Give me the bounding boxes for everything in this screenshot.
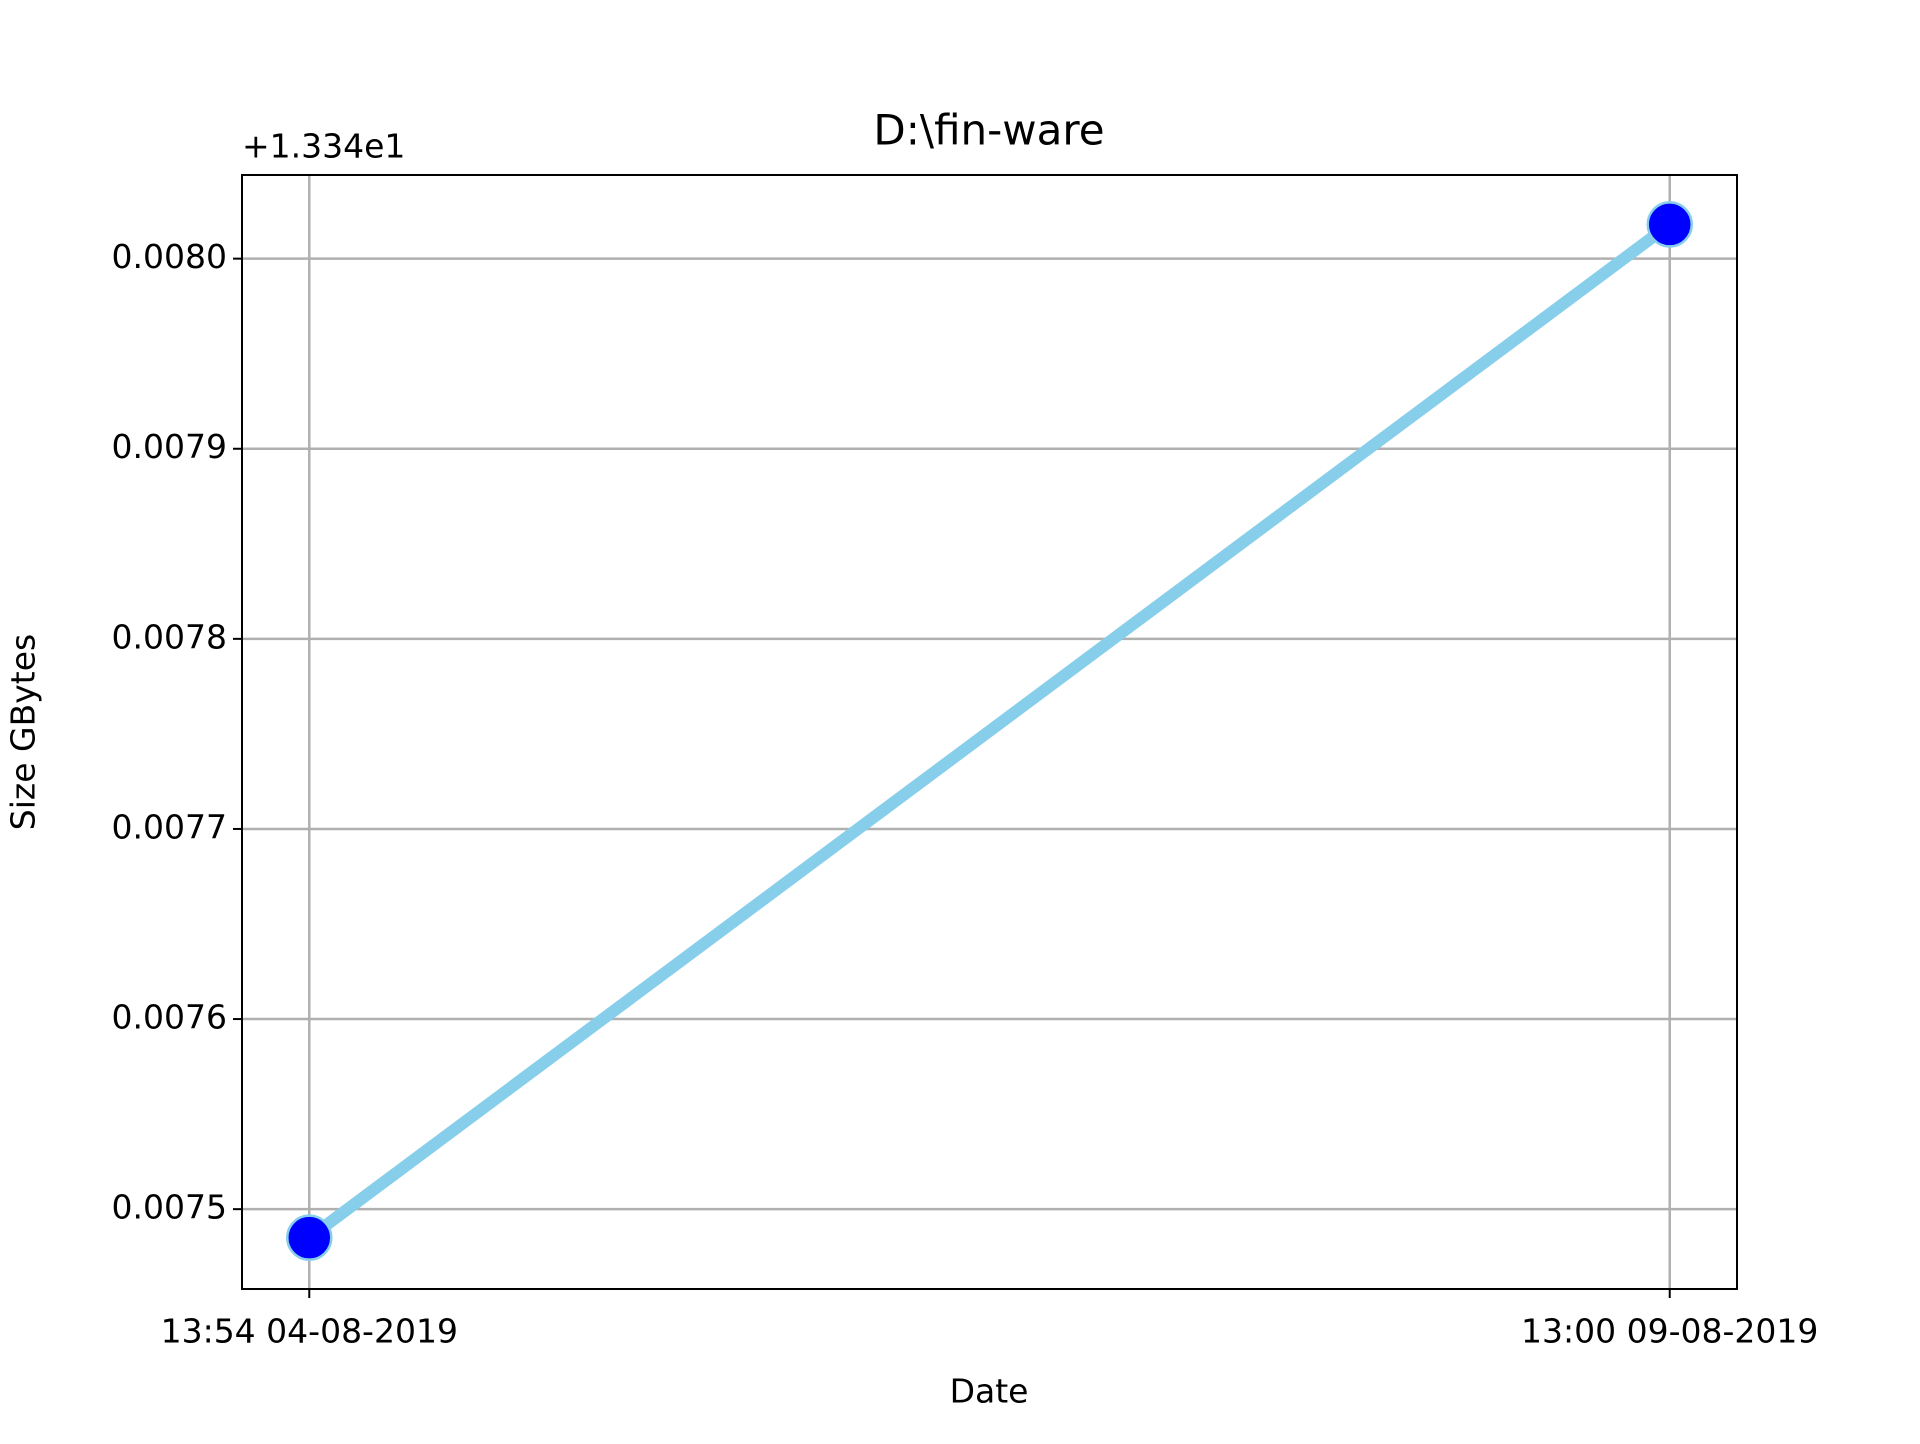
x-axis-label: Date (950, 1372, 1029, 1411)
y-tick-label: 0.0078 (112, 617, 227, 656)
y-tick-label: 0.0076 (112, 998, 227, 1037)
x-tick-label: 13:00 09-08-2019 (1521, 1312, 1818, 1351)
y-tick-label: 0.0077 (112, 807, 227, 846)
y-axis-label: Size GBytes (4, 634, 43, 830)
data-line (305, 219, 1674, 1243)
x-tick-label: 13:54 04-08-2019 (161, 1312, 458, 1351)
data-point (286, 1214, 333, 1261)
data-point (1646, 201, 1693, 248)
y-tick-label: 0.0075 (112, 1188, 227, 1227)
chart-title: D:\fin-ware (873, 106, 1104, 155)
plot-area: 0.0075 0.0076 0.0077 0.0078 0.0079 0.0080 13:5… (112, 174, 1818, 1351)
y-offset-text: +1.334e1 (242, 127, 405, 166)
y-tick-label: 0.0079 (112, 427, 227, 466)
y-tick-label: 0.0080 (112, 237, 227, 276)
axes-frame (241, 174, 1738, 1290)
